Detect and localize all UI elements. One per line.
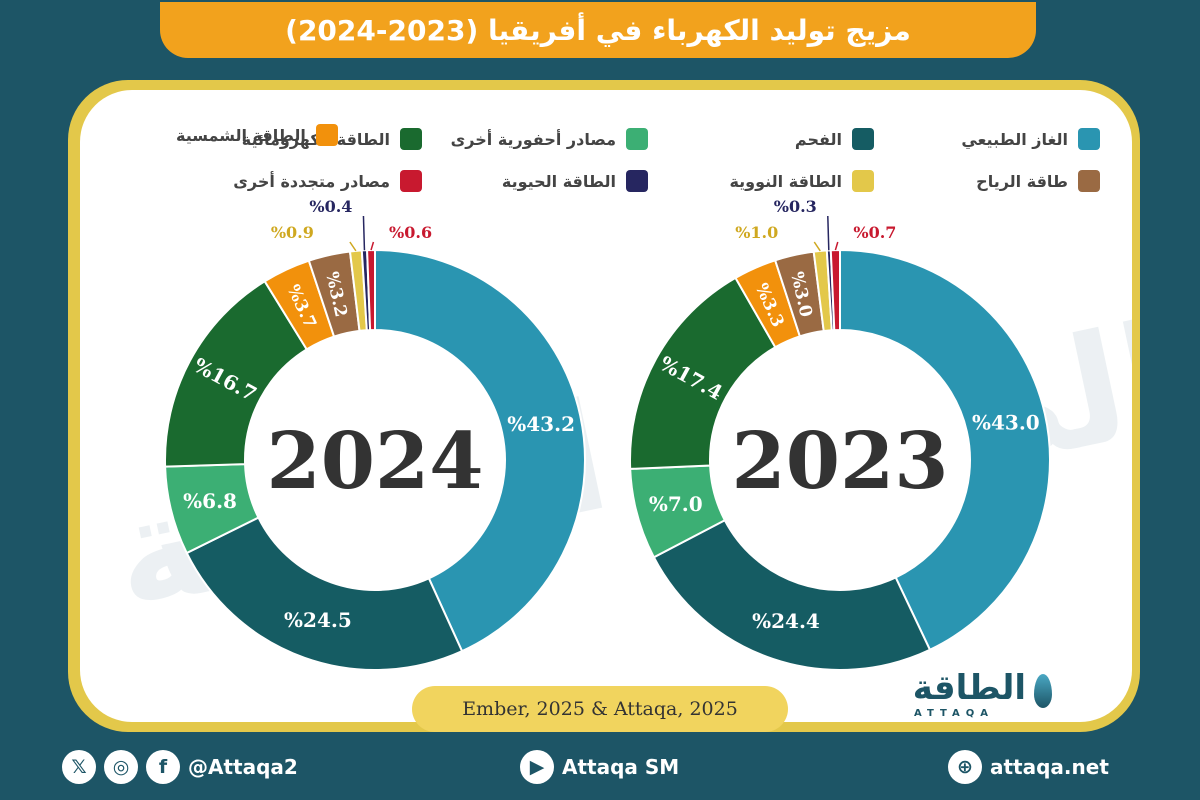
data-label: %7.0: [649, 492, 703, 516]
chart-legend: الغاز الطبيعي الفحم مصادر أحفورية أخرى ا…: [150, 118, 1100, 208]
legend-item-solar: الطاقة الشمسية: [176, 124, 338, 146]
legend-item-other-renewable: مصادر متجددة أخرى: [196, 170, 422, 192]
data-label: %24.4: [752, 609, 820, 633]
youtube-handle[interactable]: Attaqa SM: [562, 755, 680, 779]
callout-line: [370, 241, 375, 251]
data-label: %43.0: [972, 411, 1040, 435]
social-handle[interactable]: @Attaqa2: [188, 755, 298, 779]
legend-item-wind: طاقة الرياح: [874, 170, 1100, 192]
legend-swatch: [852, 170, 874, 192]
data-label: %43.2: [507, 412, 575, 436]
donut-segment: [374, 248, 586, 653]
data-label: %0.3: [774, 197, 817, 216]
legend-swatch: [400, 170, 422, 192]
donut-segment: [839, 248, 1051, 652]
data-label: %1.0: [735, 223, 778, 242]
chart-title: 2024: [266, 416, 483, 507]
legend-swatch: [315, 124, 338, 146]
legend-item-natural-gas: الغاز الطبيعي: [874, 128, 1100, 150]
legend-label: طاقة الرياح: [976, 171, 1068, 191]
legend-item-other-fossil: مصادر أحفورية أخرى: [422, 128, 648, 150]
logo-drop-icon: [1034, 674, 1052, 708]
data-label: %6.8: [183, 489, 237, 513]
globe-icon[interactable]: ⊕: [948, 750, 982, 784]
footer: 𝕏 ◎ f @Attaqa2 ▶ Attaqa SM ⊕ attaqa.net: [0, 740, 1200, 800]
page-title: مزيج توليد الكهرباء في أفريقيا (2023-202…: [160, 2, 1036, 58]
source-label: Ember, 2025 & Attaqa, 2025: [412, 686, 788, 732]
callout-line: [827, 215, 830, 251]
data-label: %0.6: [389, 223, 432, 242]
chart-title: 2023: [731, 416, 948, 507]
youtube-group: ▶ Attaqa SM: [520, 750, 679, 784]
callout-line: [834, 241, 839, 251]
social-group: 𝕏 ◎ f @Attaqa2: [62, 750, 298, 784]
legend-item-coal: الفحم: [648, 128, 874, 150]
legend-label: الفحم: [794, 129, 842, 149]
legend-label: الطاقة الشمسية: [176, 125, 306, 145]
legend-swatch: [1078, 170, 1100, 192]
data-label: %0.7: [853, 223, 896, 242]
legend-row-1: الغاز الطبيعي الفحم مصادر أحفورية أخرى ا…: [150, 118, 1100, 160]
legend-swatch: [1078, 128, 1100, 150]
legend-row-2: طاقة الرياح الطاقة النووية الطاقة الحيوي…: [150, 160, 1100, 202]
legend-item-nuclear: الطاقة النووية: [648, 170, 874, 192]
callout-line: [349, 241, 357, 252]
legend-swatch: [626, 128, 648, 150]
donut-hole: [245, 330, 505, 590]
logo-latin: ATTAQA: [914, 708, 995, 719]
callout-line: [813, 241, 821, 252]
donut-segment: [829, 248, 841, 332]
legend-label: الطاقة النووية: [729, 171, 842, 191]
attaqa-logo: الطاقة ATTAQA: [896, 668, 1056, 724]
x-icon[interactable]: 𝕏: [62, 750, 96, 784]
legend-label: مصادر أحفورية أخرى: [450, 129, 616, 149]
legend-label: الغاز الطبيعي: [961, 129, 1068, 149]
legend-swatch: [400, 128, 422, 150]
legend-label: الطاقة الحيوية: [501, 171, 616, 191]
data-label: %0.9: [271, 223, 314, 242]
callout-line: [362, 215, 366, 251]
logo-arabic: الطاقة: [912, 668, 1026, 708]
data-label: %0.4: [309, 197, 352, 216]
donut-segment: [185, 516, 464, 671]
donut-segment: [652, 518, 932, 671]
facebook-icon[interactable]: f: [146, 750, 180, 784]
website-link[interactable]: attaqa.net: [990, 755, 1109, 779]
data-label: %24.5: [284, 608, 352, 632]
legend-swatch: [852, 128, 874, 150]
instagram-icon[interactable]: ◎: [104, 750, 138, 784]
donut-segment: [366, 248, 376, 332]
website-group: ⊕ attaqa.net: [948, 750, 1109, 784]
donut-hole: [710, 330, 970, 590]
legend-item-bio: الطاقة الحيوية: [422, 170, 648, 192]
legend-label: مصادر متجددة أخرى: [233, 171, 390, 191]
legend-swatch: [626, 170, 648, 192]
youtube-icon[interactable]: ▶: [520, 750, 554, 784]
